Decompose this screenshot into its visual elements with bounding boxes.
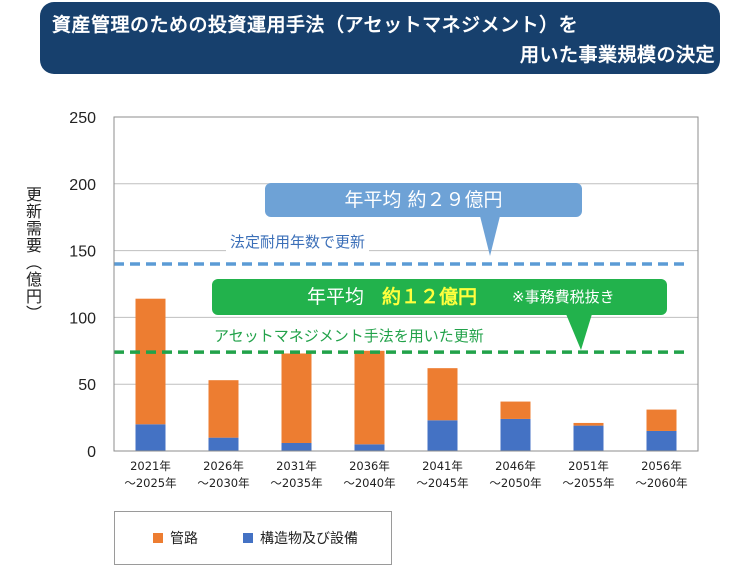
x-category-line-1: 2021年: [130, 459, 171, 473]
bar-structure: [573, 425, 604, 451]
bar-pipe: [281, 353, 312, 443]
bar-structure: [500, 418, 531, 451]
bar-pipe: [646, 409, 677, 431]
legend-swatch-pipe: [153, 533, 163, 543]
x-category-line-1: 2031年: [276, 459, 317, 473]
x-category-line-1: 2056年: [641, 459, 682, 473]
title-line-2: 用いた事業規模の決定: [519, 44, 715, 66]
x-category-line-2: ～2035年: [270, 476, 322, 490]
x-axis-categories: 2021年 ～2025年 2026年 ～2030年 2031年 ～2035年 2036年 ～2…: [124, 459, 687, 490]
x-category-line-1: 2051年: [568, 459, 609, 473]
x-category-line-2: ～2025年: [124, 476, 176, 490]
bar-pipe: [354, 350, 385, 445]
bar-series: [135, 298, 677, 451]
x-category-line-2: ～2055年: [562, 476, 614, 490]
x-category-label: 2046年 ～2050年: [489, 459, 541, 490]
legend-item-pipe: 管路: [153, 528, 198, 548]
bar-structure: [354, 444, 385, 451]
title-line-1: 資産管理のための投資運用手法（アセットマネジメント）を: [52, 14, 579, 36]
blue-callout-pointer: [480, 216, 500, 256]
y-axis-label: 更新需要（億円）: [23, 186, 42, 322]
legend-item-structure: 構造物及び設備: [243, 528, 358, 548]
bar-pipe: [135, 298, 166, 425]
x-category-line-1: 2036年: [349, 459, 390, 473]
green-average-callout: 年平均 約１２億円 ※事務費税抜き: [212, 279, 667, 315]
x-category-line-1: 2041年: [422, 459, 463, 473]
legend-label-pipe: 管路: [170, 531, 198, 547]
reference-lines: [114, 262, 690, 354]
bar-pipe: [500, 401, 531, 419]
bar-structure: [427, 420, 458, 451]
chart-legend: 管路 構造物及び設備: [114, 511, 392, 565]
title-banner: [40, 2, 720, 74]
y-axis-ticks: 0 50 100 150 200 250: [69, 110, 96, 461]
bar-structure: [208, 437, 239, 451]
x-category-line-2: ～2060年: [635, 476, 687, 490]
x-category-line-1: 2046年: [495, 459, 536, 473]
green-callout-note: ※事務費税抜き: [512, 288, 615, 306]
x-category-label: 2041年 ～2045年: [416, 459, 468, 490]
bar-structure: [135, 424, 166, 451]
x-category-line-2: ～2050年: [489, 476, 541, 490]
x-category-label: 2036年 ～2040年: [343, 459, 395, 490]
bar-structure: [281, 442, 312, 451]
x-category-line-1: 2026年: [203, 459, 244, 473]
legend-swatch-structure: [243, 533, 253, 543]
y-tick-label: 100: [69, 310, 96, 327]
y-tick-label: 200: [69, 177, 96, 194]
x-category-label: 2056年 ～2060年: [635, 459, 687, 490]
green-callout-lead: 年平均: [307, 286, 365, 308]
green-callout-value: 約１２億円: [382, 286, 478, 308]
x-category-label: 2031年 ～2035年: [270, 459, 322, 490]
x-category-line-2: ～2030年: [197, 476, 249, 490]
plot-area-frame: [113, 116, 699, 452]
legal-life-line-label: 法定耐用年数で更新: [226, 231, 370, 252]
x-category-line-2: ～2040年: [343, 476, 395, 490]
y-tick-label: 50: [78, 377, 96, 394]
bar-structure: [646, 430, 677, 451]
bar-pipe: [573, 422, 604, 426]
legend-label-structure: 構造物及び設備: [260, 531, 358, 547]
x-category-label: 2051年 ～2055年: [562, 459, 614, 490]
green-callout-pointer: [566, 314, 592, 350]
asset-management-line-label: アセットマネジメント手法を用いた更新: [212, 325, 486, 346]
x-category-label: 2021年 ～2025年: [124, 459, 176, 490]
bar-pipe: [208, 380, 239, 438]
y-tick-label: 250: [69, 110, 96, 127]
y-tick-label: 0: [87, 444, 96, 461]
bar-pipe: [427, 368, 458, 421]
y-tick-label: 150: [69, 244, 96, 261]
x-category-label: 2026年 ～2030年: [197, 459, 249, 490]
blue-average-callout: 年平均 約２９億円: [265, 183, 582, 217]
blue-callout-text: 年平均 約２９億円: [344, 189, 503, 211]
x-category-line-2: ～2045年: [416, 476, 468, 490]
